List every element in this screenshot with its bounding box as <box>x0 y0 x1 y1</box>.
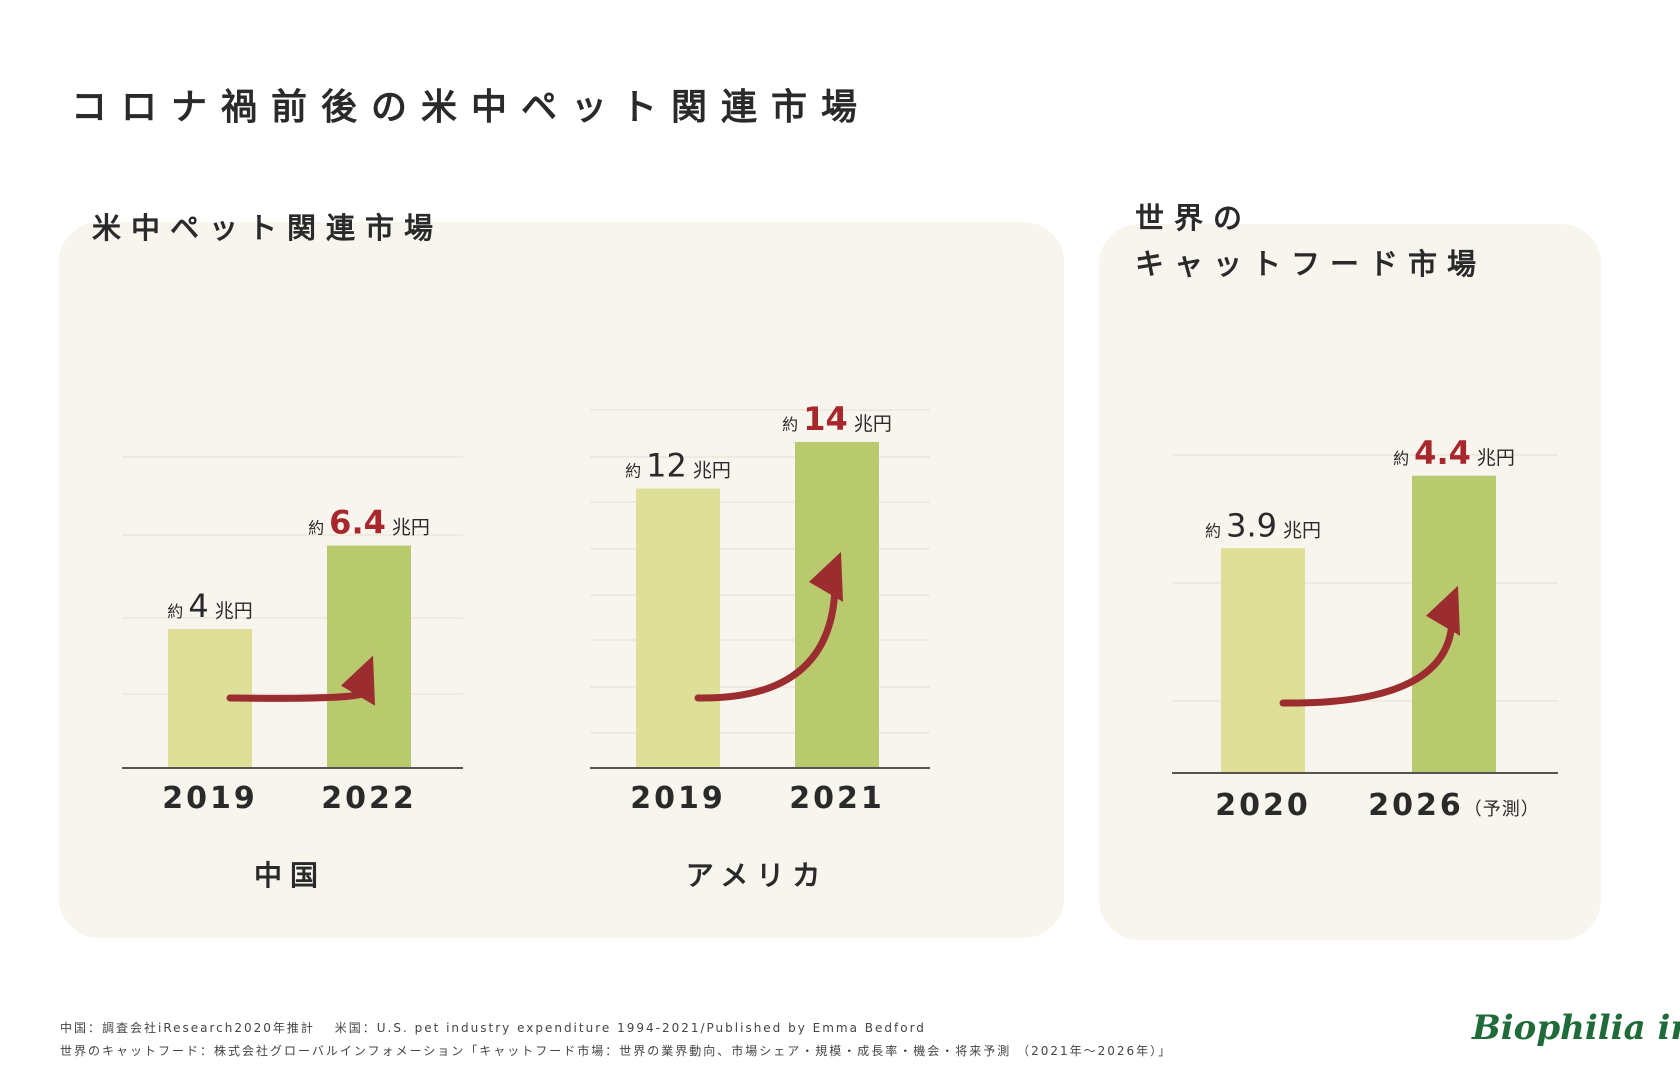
category-year: 2021 <box>789 781 885 816</box>
arrow-head <box>809 551 843 602</box>
category-year: 2020 <box>1215 788 1311 823</box>
value-number: 14 <box>803 400 848 438</box>
value-units: 兆円 <box>687 460 731 482</box>
value-label-2020: 約 3.9 兆円 <box>1205 506 1321 544</box>
cat-food-panel <box>1099 224 1601 940</box>
chart-0: 約 4 兆円 2019 約 6.4 兆円 2022 中国 <box>122 456 463 892</box>
category-suffix: （予測） <box>1464 799 1540 820</box>
value-prefix: 約 <box>625 462 646 481</box>
value-number: 4.4 <box>1414 434 1471 472</box>
growth-arrow <box>694 551 843 702</box>
arrow-head <box>1426 585 1460 636</box>
chart-title-1: アメリカ <box>686 859 829 892</box>
value-prefix: 約 <box>167 602 188 621</box>
category-label-2020: 2020 <box>1215 788 1311 823</box>
value-units: 兆円 <box>848 413 892 435</box>
category-label-2026: 2026（予測） <box>1368 788 1540 823</box>
growth-arrow <box>226 655 375 706</box>
value-units: 兆円 <box>1471 447 1515 469</box>
arrow-shaft <box>694 584 839 702</box>
category-year: 2022 <box>321 781 417 816</box>
value-number: 6.4 <box>329 504 386 542</box>
bar-2020 <box>1221 548 1305 773</box>
category-label-2019: 2019 <box>162 781 258 816</box>
chart-2: 約 3.9 兆円 2020 約 4.4 兆円 2026（予測） <box>1172 434 1558 823</box>
cat-food-section-title: 世界の キャットフード市場 <box>1135 195 1486 287</box>
value-units: 兆円 <box>386 517 430 539</box>
arrow-head <box>341 655 375 706</box>
value-label-2026: 約 4.4 兆円 <box>1393 434 1515 472</box>
value-number: 3.9 <box>1226 506 1277 544</box>
footnote-sources: 中国：調査会社iResearch2020年推計 米国：U.S. pet indu… <box>60 1021 926 1035</box>
category-year: 2026 <box>1368 788 1464 823</box>
bar-2019 <box>636 488 720 768</box>
footnote-cat-food-source: 世界のキャットフード：株式会社グローバルインフォメーション「キャットフード市場：… <box>60 1044 1173 1058</box>
value-label-2022: 約 6.4 兆円 <box>308 504 430 542</box>
bar-2022 <box>327 545 411 768</box>
value-label-2021: 約 14 兆円 <box>782 400 892 438</box>
us-china-panel <box>59 222 1064 938</box>
value-prefix: 約 <box>308 519 329 538</box>
value-label-2019: 約 12 兆円 <box>625 447 731 485</box>
value-units: 兆円 <box>209 600 253 622</box>
company-logo: Biophilia inc. <box>1472 1008 1680 1048</box>
cat-food-title-line1: 世界の <box>1135 201 1253 235</box>
value-number: 4 <box>188 587 208 625</box>
chart-1: 約 12 兆円 2019 約 14 兆円 2021 アメリカ <box>590 400 930 892</box>
category-label-2021: 2021 <box>789 781 885 816</box>
category-label-2019: 2019 <box>630 781 726 816</box>
growth-arrow <box>1279 585 1460 707</box>
value-prefix: 約 <box>1205 521 1226 540</box>
cat-food-title-line2: キャットフード市場 <box>1135 247 1487 281</box>
value-number: 12 <box>646 447 687 485</box>
chart-title-0: 中国 <box>254 859 326 892</box>
value-units: 兆円 <box>1277 519 1321 541</box>
category-label-2022: 2022 <box>321 781 417 816</box>
category-year: 2019 <box>162 781 258 816</box>
value-prefix: 約 <box>782 415 803 434</box>
us-china-section-title: 米中ペット関連市場 <box>92 211 444 245</box>
category-year: 2019 <box>630 781 726 816</box>
arrow-shaft <box>1279 618 1456 707</box>
page-title: コロナ禍前後の米中ペット関連市場 <box>71 87 872 128</box>
value-label-2019: 約 4 兆円 <box>167 587 253 625</box>
value-prefix: 約 <box>1393 449 1414 468</box>
